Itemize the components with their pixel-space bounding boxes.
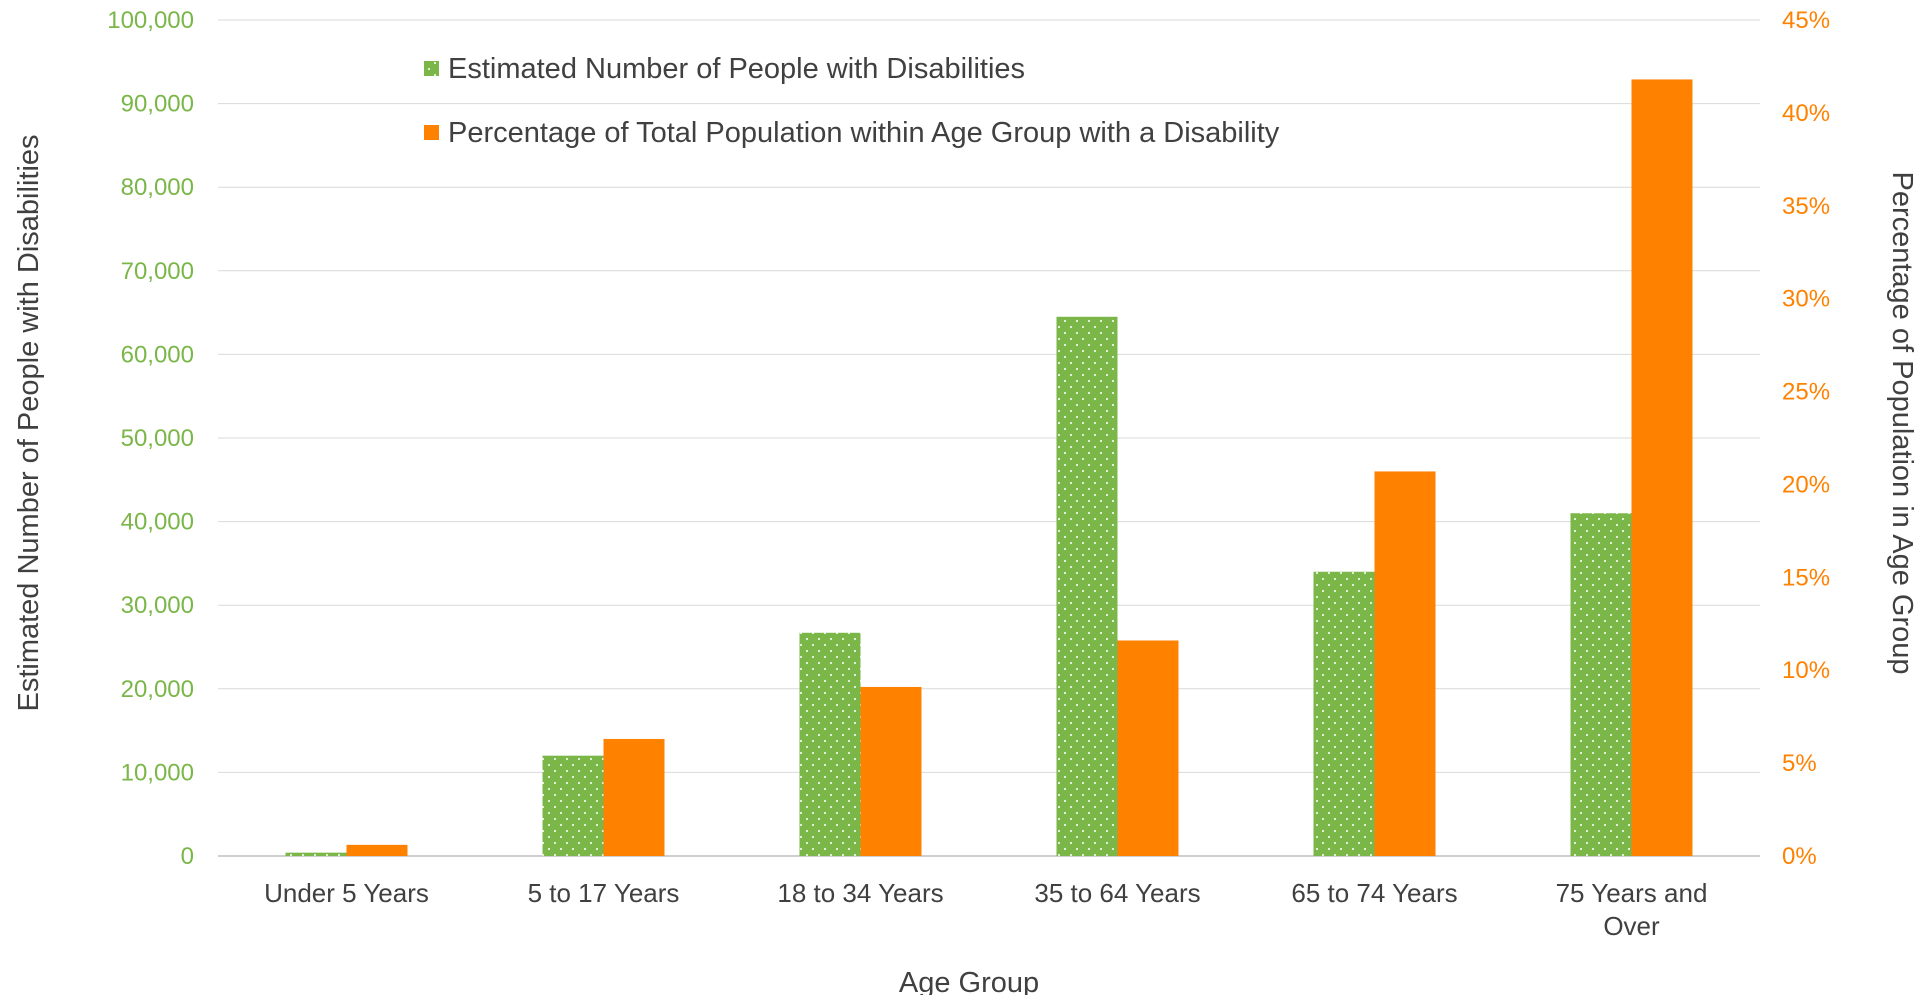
x-tick-label: 35 to 64 Years [1034,878,1200,908]
bar-count [799,632,861,856]
bar-count [285,852,347,856]
bar-percent [346,844,408,856]
left-tick-label: 90,000 [121,91,194,118]
gridlines [218,19,1760,857]
left-tick-label: 10,000 [121,759,194,786]
bar-percent [1631,79,1693,856]
bar-count [542,755,604,856]
right-tick-label: 40% [1782,100,1830,127]
legend-swatch-count [424,61,439,76]
left-tick-label: 0 [181,843,194,870]
right-axis-title: Percentage of Population in Age Group [1886,171,1918,674]
legend-swatch-percent [424,125,439,140]
left-tick-label: 80,000 [121,174,194,201]
right-tick-label: 20% [1782,471,1830,498]
left-tick-label: 20,000 [121,676,194,703]
x-tick-label: 75 Years and Over [1556,878,1708,941]
right-tick-label: 0% [1782,843,1817,870]
bar-count [1313,571,1375,856]
legend-label-percent: Percentage of Total Population within Ag… [448,117,1280,149]
x-axis-title: Age Group [899,967,1039,995]
x-tick-label: 18 to 34 Years [777,878,943,908]
legend-label-count: Estimated Number of People with Disabili… [448,53,1025,85]
left-tick-label: 60,000 [121,341,194,368]
x-axis-ticks: Under 5 Years 5 to 17 Years 18 to 34 Years… [264,878,1707,941]
left-tick-label: 70,000 [121,258,194,285]
bar-percent [1117,640,1179,856]
right-tick-label: 15% [1782,564,1830,591]
x-tick-label: 65 to 74 Years [1291,878,1457,908]
left-tick-label: 100,000 [107,7,194,34]
right-tick-label: 5% [1782,750,1817,777]
right-tick-label: 25% [1782,379,1830,406]
left-axis-ticks: 0 10,000 20,000 30,000 40,000 50,000 60,000 70,… [107,7,194,870]
right-tick-label: 30% [1782,286,1830,313]
left-axis-title: Estimated Number of People with Disabili… [13,134,45,711]
left-tick-label: 50,000 [121,425,194,452]
bars [285,79,1693,856]
bar-percent [603,738,665,856]
left-tick-label: 30,000 [121,592,194,619]
bar-percent [860,686,922,856]
bar-count [1056,316,1118,856]
bar-percent [1374,471,1436,856]
right-tick-label: 45% [1782,7,1830,34]
legend: Estimated Number of People with Disabili… [424,53,1280,149]
bar-count [1570,513,1632,856]
left-tick-label: 40,000 [121,509,194,536]
right-axis-ticks: 0% 5% 10% 15% 20% 25% 30% 35% 40% 45% [1782,7,1830,870]
right-tick-label: 10% [1782,657,1830,684]
right-tick-label: 35% [1782,193,1830,220]
x-tick-label: 5 to 17 Years [528,878,680,908]
x-tick-label: Under 5 Years [264,878,429,908]
